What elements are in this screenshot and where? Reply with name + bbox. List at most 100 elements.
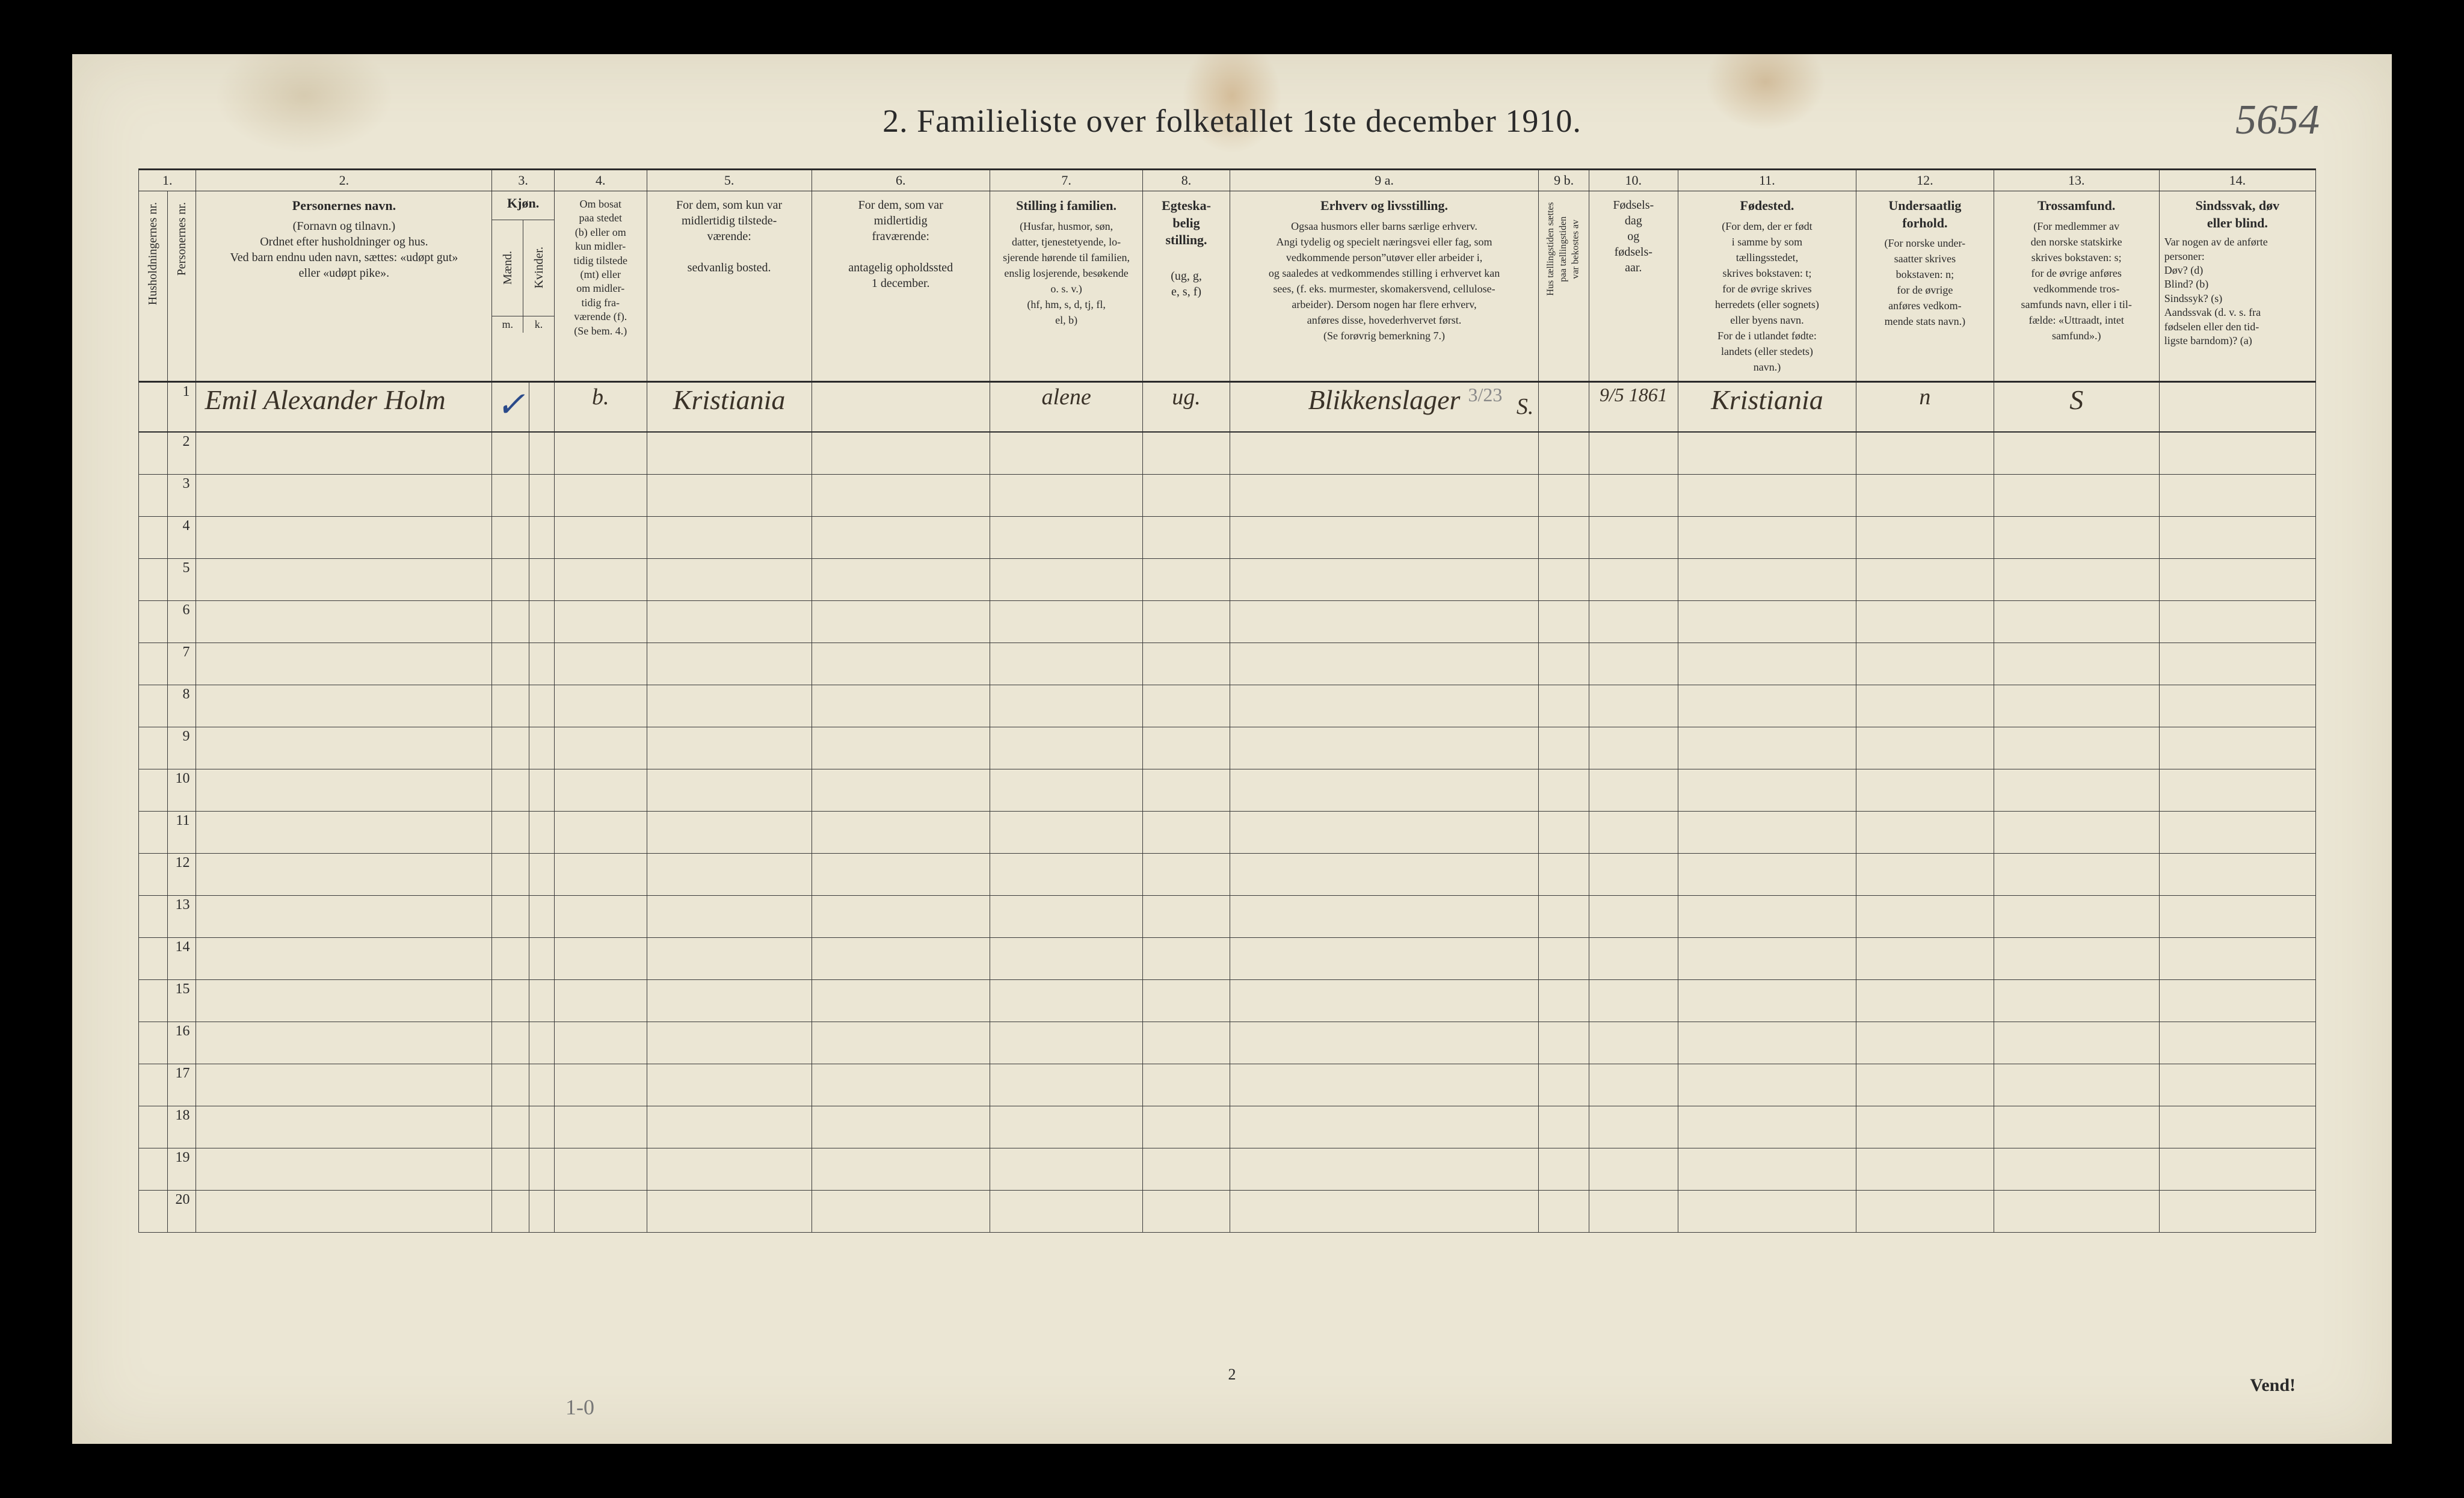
hdr-name: Personernes navn. (Fornavn og tilnavn.) …	[196, 191, 492, 382]
hdr-name-body: (Fornavn og tilnavn.) Ordnet efter husho…	[230, 220, 458, 280]
empty-cell	[1678, 474, 1856, 516]
household-nr-cell	[139, 1022, 168, 1064]
empty-cell	[1143, 895, 1230, 937]
empty-cell	[1994, 1190, 2159, 1232]
empty-cell	[1230, 1106, 1539, 1148]
empty-cell	[1230, 600, 1539, 643]
household-nr-cell	[139, 895, 168, 937]
empty-cell	[1589, 558, 1678, 600]
empty-cell	[990, 474, 1143, 516]
empty-cell	[529, 769, 554, 811]
empty-cell	[1678, 1190, 1856, 1232]
empty-cell	[2159, 853, 2315, 895]
empty-cell	[554, 1106, 647, 1148]
empty-cell	[554, 1148, 647, 1190]
empty-cell	[529, 600, 554, 643]
empty-cell	[647, 558, 812, 600]
empty-cell	[1143, 1190, 1230, 1232]
empty-cell	[529, 1022, 554, 1064]
hdr-midl-frav-title: For dem, som var midlertidig fraværende:	[858, 199, 943, 243]
empty-cell	[1994, 643, 2159, 685]
empty-cell	[529, 811, 554, 853]
column-number-row: 1. 2. 3. 4. 5. 6. 7. 8. 9 a. 9 b. 10. 11…	[139, 170, 2316, 191]
empty-cell	[196, 1022, 492, 1064]
person-nr-cell: 9	[167, 727, 196, 769]
empty-cell	[1539, 558, 1589, 600]
empty-cell	[1678, 1106, 1856, 1148]
empty-cell	[647, 769, 812, 811]
hdr-kjonn: Kjøn. Mænd. Kvinder. m.k.	[492, 191, 555, 382]
empty-cell	[1143, 643, 1230, 685]
empty-cell	[1143, 1022, 1230, 1064]
empty-cell	[529, 1148, 554, 1190]
hdr-household-nr-text: Husholdningernes nr.	[144, 197, 162, 310]
empty-cell	[812, 685, 990, 727]
empty-cell	[1589, 1022, 1678, 1064]
empty-cell	[554, 895, 647, 937]
empty-cell	[2159, 727, 2315, 769]
empty-cell	[196, 895, 492, 937]
empty-cell	[492, 474, 529, 516]
hdr-egteskab: Egteska- belig stilling. (ug, g, e, s, f…	[1143, 191, 1230, 382]
bosat-cell: b.	[554, 381, 647, 432]
hdr-stilling-fam-title: Stilling i familien.	[995, 197, 1138, 215]
empty-cell	[647, 1064, 812, 1106]
empty-cell	[1678, 853, 1856, 895]
person-nr-cell: 5	[167, 558, 196, 600]
empty-cell	[812, 1106, 990, 1148]
empty-cell	[812, 474, 990, 516]
empty-cell	[647, 979, 812, 1022]
empty-cell	[647, 474, 812, 516]
empty-cell	[196, 937, 492, 979]
empty-cell	[1143, 516, 1230, 558]
person-nr-cell: 2	[167, 432, 196, 474]
empty-cell	[1539, 1064, 1589, 1106]
empty-cell	[647, 727, 812, 769]
empty-cell	[492, 979, 529, 1022]
household-nr-cell	[139, 600, 168, 643]
empty-cell	[1856, 558, 1994, 600]
empty-cell	[554, 727, 647, 769]
hdr-fodested: Fødested. (For dem, der er født i samme …	[1678, 191, 1856, 382]
data-body: 1Emil Alexander Holm✓b.Kristianiaaleneug…	[139, 381, 2316, 1232]
empty-cell	[1589, 811, 1678, 853]
empty-cell	[1230, 811, 1539, 853]
colnum-11: 11.	[1678, 170, 1856, 191]
person-nr-cell: 7	[167, 643, 196, 685]
empty-cell	[529, 516, 554, 558]
empty-cell	[1856, 516, 1994, 558]
empty-cell	[492, 600, 529, 643]
empty-cell	[1230, 516, 1539, 558]
hdr-erhverv: Erhverv og livsstilling. Ogsaa husmors e…	[1230, 191, 1539, 382]
empty-cell	[1589, 727, 1678, 769]
empty-cell	[1230, 895, 1539, 937]
empty-cell	[492, 1148, 529, 1190]
empty-cell	[529, 1106, 554, 1148]
household-nr-cell	[139, 1106, 168, 1148]
empty-cell	[196, 811, 492, 853]
empty-cell	[812, 643, 990, 685]
empty-cell	[529, 558, 554, 600]
empty-cell	[2159, 558, 2315, 600]
empty-cell	[1539, 1190, 1589, 1232]
empty-cell	[1589, 1148, 1678, 1190]
empty-cell	[1994, 432, 2159, 474]
hdr-erhverv-title: Erhverv og livsstilling.	[1235, 197, 1534, 215]
household-nr-cell	[139, 474, 168, 516]
person-nr-cell: 11	[167, 811, 196, 853]
empty-cell	[1539, 769, 1589, 811]
empty-cell	[1994, 685, 2159, 727]
empty-cell	[1539, 979, 1589, 1022]
empty-cell	[647, 516, 812, 558]
header-row: Husholdningernes nr. Personernes nr. Per…	[139, 191, 2316, 382]
empty-cell	[2159, 937, 2315, 979]
empty-cell	[1143, 474, 1230, 516]
empty-cell	[1539, 643, 1589, 685]
empty-cell	[1856, 643, 1994, 685]
empty-cell	[196, 558, 492, 600]
table-row: 7	[139, 643, 2316, 685]
empty-cell	[554, 558, 647, 600]
empty-cell	[1856, 1022, 1994, 1064]
empty-cell	[990, 1106, 1143, 1148]
empty-cell	[2159, 685, 2315, 727]
